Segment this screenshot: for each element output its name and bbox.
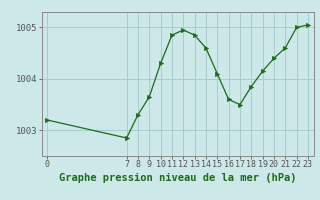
X-axis label: Graphe pression niveau de la mer (hPa): Graphe pression niveau de la mer (hPa): [59, 173, 296, 183]
